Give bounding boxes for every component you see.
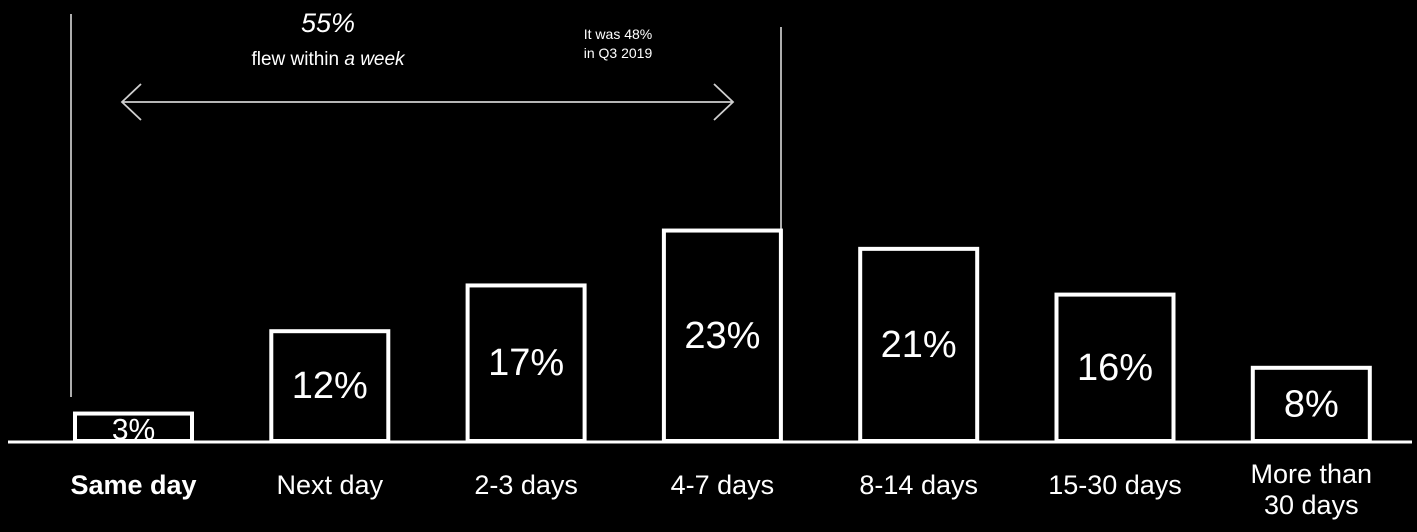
category-label-line: More than bbox=[1251, 459, 1373, 489]
bar bbox=[269, 329, 391, 444]
category-label-line: Same day bbox=[70, 470, 196, 500]
bar-value-label: 12% bbox=[292, 365, 368, 407]
category-label: 8-14 days bbox=[859, 470, 978, 500]
category-label-line: 4-7 days bbox=[671, 470, 775, 500]
comparison-note-line-1: It was 48% bbox=[583, 26, 653, 42]
category-label: More than 30 days bbox=[1251, 459, 1373, 520]
headline-text: flew within a week bbox=[198, 49, 458, 71]
category-label: Same day bbox=[70, 470, 196, 500]
category-label: Next day bbox=[277, 470, 384, 500]
range-arrow-head-left bbox=[120, 83, 142, 121]
bar bbox=[1250, 365, 1372, 443]
bar-value-label: 17% bbox=[488, 342, 564, 384]
headline-text-emphasis: a week bbox=[344, 49, 405, 70]
category-label-line: 15-30 days bbox=[1048, 470, 1182, 500]
headline-text-prefix: flew within bbox=[251, 49, 345, 70]
bar bbox=[858, 246, 980, 443]
bar-value-label: 21% bbox=[881, 324, 957, 366]
range-arrow-head-right bbox=[713, 83, 735, 121]
category-label: 15-30 days bbox=[1048, 470, 1182, 500]
bar-value-label: 23% bbox=[684, 315, 760, 357]
category-label: 2-3 days bbox=[474, 470, 578, 500]
comparison-note-line-2: in Q3 2019 bbox=[583, 45, 653, 61]
bar-value-label: 16% bbox=[1077, 347, 1153, 389]
category-label-line: 30 days bbox=[1264, 490, 1359, 520]
category-label-line: 2-3 days bbox=[474, 470, 578, 500]
headline-value: 55% bbox=[300, 8, 356, 38]
bar bbox=[661, 228, 783, 443]
bar-value-label: 8% bbox=[1284, 383, 1339, 425]
category-label-line: Next day bbox=[277, 470, 384, 500]
category-label-line: 8-14 days bbox=[859, 470, 978, 500]
category-label: 4-7 days bbox=[671, 470, 775, 500]
bar-value-label: 3% bbox=[112, 413, 155, 446]
bar bbox=[465, 283, 587, 444]
comparison-note: It was 48% in Q3 2019 bbox=[538, 25, 698, 63]
bar bbox=[73, 411, 194, 443]
bar bbox=[1054, 292, 1176, 443]
